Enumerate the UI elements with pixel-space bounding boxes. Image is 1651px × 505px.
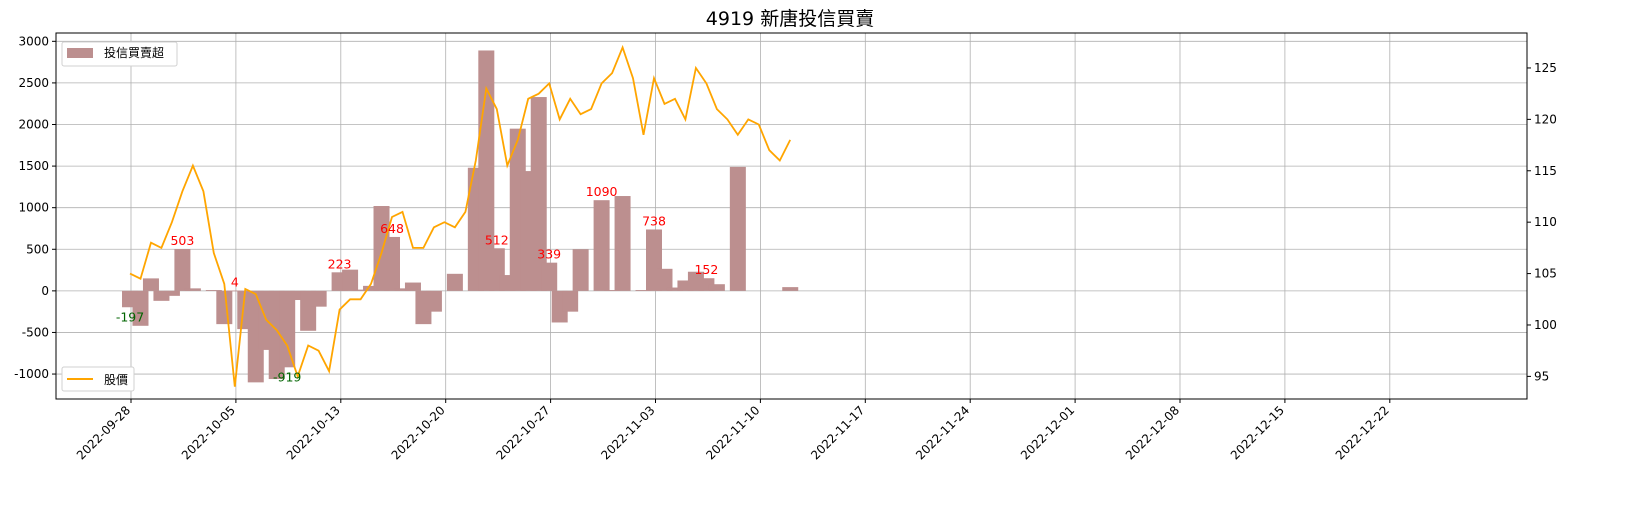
- x-tick-label: 2022-11-10: [703, 403, 762, 462]
- bar: [656, 268, 673, 291]
- bar: [184, 288, 201, 291]
- bar: [163, 290, 180, 296]
- annotations: -197 503 4 -919 223 648 512 339 1090 738 152: [116, 184, 719, 384]
- bar: [216, 290, 233, 325]
- x-tick-label: 2022-10-05: [179, 403, 238, 462]
- bar: [708, 284, 725, 291]
- x-axis: 2022-09-28 2022-10-05 2022-10-13 2022-10-20…: [74, 399, 1392, 462]
- left-axis: -1000 -500 0 500 1000 1500 2000 2500 3000: [14, 34, 56, 381]
- data-label: 223: [328, 256, 352, 271]
- bar: [562, 290, 579, 312]
- bar: [174, 249, 191, 291]
- data-label: 339: [537, 247, 561, 262]
- bar: [604, 290, 621, 291]
- legend-line: 股價: [61, 366, 135, 392]
- bar: [310, 290, 327, 307]
- bar: [614, 196, 631, 291]
- data-label: 4: [231, 275, 239, 290]
- y-left-tick-label: 0: [41, 284, 49, 298]
- data-label: -197: [116, 309, 144, 324]
- x-tick-label: 2022-10-27: [494, 403, 553, 462]
- y-right-tick-label: 115: [1534, 164, 1557, 178]
- legend-line-label: 股價: [104, 373, 128, 387]
- data-label: 512: [485, 232, 509, 247]
- y-left-tick-label: -1000: [14, 367, 49, 381]
- x-tick-label: 2022-10-20: [389, 403, 448, 462]
- bar: [593, 200, 610, 291]
- data-label: 1090: [586, 184, 618, 199]
- data-label: 738: [642, 213, 666, 228]
- bar: [384, 236, 400, 291]
- y-right-tick-label: 95: [1534, 369, 1549, 383]
- right-axis: 95 100 105 110 115 120 125: [1527, 61, 1557, 383]
- bar: [132, 290, 149, 326]
- bar: [530, 97, 547, 291]
- bar: [425, 290, 442, 312]
- price-line: [129, 44, 792, 387]
- bar: [635, 290, 652, 291]
- bar: [404, 282, 421, 291]
- bar: [352, 289, 369, 291]
- x-tick-label: 2022-10-13: [284, 403, 343, 462]
- x-tick-label: 2022-12-01: [1018, 403, 1077, 462]
- y-left-tick-label: 2500: [18, 76, 49, 90]
- y-left-tick-label: 2000: [18, 118, 49, 132]
- x-tick-label: 2022-12-22: [1333, 403, 1392, 462]
- x-tick-label: 2022-12-15: [1228, 403, 1287, 462]
- bar: [782, 287, 799, 291]
- bar: [205, 290, 222, 291]
- bar: [729, 166, 746, 291]
- y-left-tick-label: 1500: [18, 159, 49, 173]
- y-left-tick-label: -500: [22, 325, 49, 339]
- bar: [342, 269, 359, 291]
- y-right-tick-label: 125: [1534, 61, 1557, 75]
- bar: [446, 273, 463, 291]
- line-series: [129, 44, 792, 387]
- data-label: 648: [380, 221, 404, 236]
- bar: [666, 287, 683, 291]
- x-tick-label: 2022-11-17: [808, 403, 867, 462]
- data-label: -919: [273, 369, 301, 384]
- x-tick-label: 2022-09-28: [74, 403, 133, 462]
- y-right-tick-label: 120: [1534, 112, 1557, 126]
- y-right-tick-label: 105: [1534, 267, 1557, 281]
- bar: [226, 290, 243, 292]
- y-left-tick-label: 3000: [18, 34, 49, 48]
- legend-bar-swatch: [67, 48, 93, 58]
- data-label: 503: [170, 233, 194, 248]
- x-tick-label: 2022-12-08: [1123, 403, 1182, 462]
- legend-bars: 投信買賣超: [61, 41, 178, 67]
- bar: [572, 249, 589, 291]
- bar-series: [122, 50, 799, 383]
- chart-title: 4919 新唐投信買賣: [706, 8, 874, 30]
- y-right-tick-label: 100: [1534, 318, 1557, 332]
- bar: [541, 262, 558, 291]
- y-right-tick-label: 110: [1534, 215, 1557, 229]
- bar: [394, 288, 411, 291]
- bar: [279, 290, 296, 368]
- legend-bar-label: 投信買賣超: [104, 45, 164, 60]
- bar: [142, 278, 159, 291]
- y-left-tick-label: 1000: [18, 201, 49, 215]
- y-left-tick-label: 500: [26, 242, 49, 256]
- bar: [153, 290, 170, 301]
- bar: [289, 290, 306, 301]
- data-label: 152: [694, 262, 718, 277]
- x-tick-label: 2022-11-03: [598, 403, 657, 462]
- bar: [677, 280, 694, 291]
- plot-frame: [55, 32, 1528, 400]
- x-tick-label: 2022-11-24: [913, 403, 972, 462]
- bar: [363, 285, 380, 291]
